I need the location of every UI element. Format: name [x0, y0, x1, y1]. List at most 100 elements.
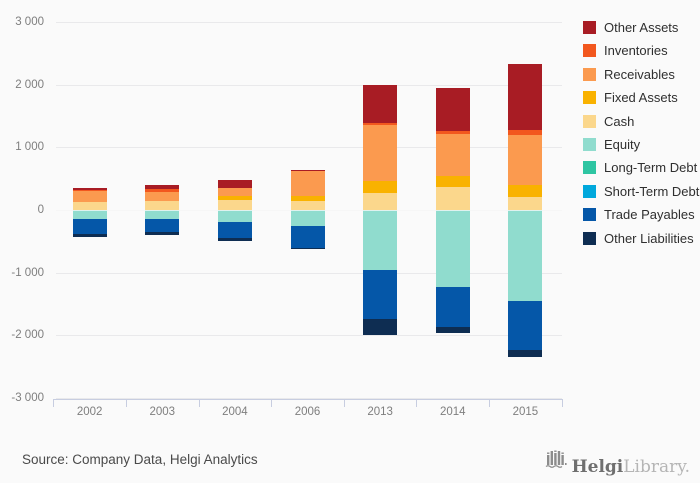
bar-2015-cash[interactable]: [508, 197, 543, 210]
bar-2014-fixed-assets[interactable]: [435, 176, 470, 188]
bar-2004-receivables[interactable]: [217, 187, 252, 197]
bar-2006-trade-payables[interactable]: [290, 226, 325, 248]
bar-2004-cash[interactable]: [217, 200, 252, 210]
bar-2002-inventories[interactable]: [72, 190, 107, 192]
legend-label: Other Liabilities: [604, 230, 694, 246]
bar-2015-fixed-assets[interactable]: [508, 184, 543, 198]
x-label-2004: 2004: [222, 406, 248, 418]
gridline--3000: [56, 398, 562, 399]
bar-2015-receivables[interactable]: [508, 134, 543, 185]
bar-2015-inventories[interactable]: [508, 129, 543, 135]
bar-2002-trade-payables[interactable]: [72, 218, 107, 234]
gridline--1000: [56, 272, 562, 274]
legend-swatch: [583, 67, 596, 81]
bar-2014-other-liabilities[interactable]: [435, 327, 470, 333]
bar-2006-other-liabilities[interactable]: [290, 247, 325, 250]
legend-item-short-term-debt[interactable]: Short-Term Debt: [583, 184, 699, 199]
legend-item-cash[interactable]: Cash: [583, 114, 699, 129]
bar-2002-cash[interactable]: [72, 202, 107, 210]
x-label-2003: 2003: [149, 406, 176, 418]
bar-2004-trade-payables[interactable]: [217, 221, 252, 239]
x-axis-tick: [489, 399, 491, 407]
legend: Other Assets Inventories Receivables Fixed …: [583, 20, 699, 254]
legend-item-fixed-assets[interactable]: Fixed Assets: [583, 90, 699, 105]
legend-label: Short-Term Debt: [604, 183, 700, 199]
legend-swatch: [583, 161, 596, 175]
bar-2002-other-liabilities[interactable]: [72, 233, 107, 237]
legend-swatch: [583, 21, 596, 34]
bar-2002-other-assets[interactable]: [72, 188, 107, 191]
bar-2002-receivables[interactable]: [72, 191, 107, 203]
x-axis-tick: [561, 399, 563, 407]
legend-item-equity[interactable]: Equity: [583, 137, 699, 152]
legend-label: Receivables: [604, 66, 675, 82]
y-tick-label: 2 000: [15, 78, 44, 91]
legend-swatch: [583, 114, 596, 128]
bar-2013-inventories[interactable]: [363, 122, 398, 126]
legend-item-other-liabilities[interactable]: Other Liabilities: [583, 231, 699, 246]
logo-text-helgi: Helgi: [571, 457, 624, 477]
legend-item-receivables[interactable]: Receivables: [583, 67, 699, 82]
legend-label: Cash: [604, 113, 635, 129]
bar-2013-trade-payables[interactable]: [363, 270, 398, 320]
gridline--2000: [56, 335, 562, 337]
legend-swatch: [583, 184, 596, 198]
bar-2003-receivables[interactable]: [145, 192, 180, 202]
x-axis: [53, 399, 562, 400]
bar-2014-inventories[interactable]: [435, 131, 470, 135]
y-tick-label: 1 000: [15, 141, 44, 154]
legend-label: Inventories: [604, 43, 668, 59]
bar-2013-other-liabilities[interactable]: [363, 319, 398, 335]
legend-item-trade-payables[interactable]: Trade Payables: [583, 207, 699, 222]
bar-2003-cash[interactable]: [145, 201, 180, 210]
bar-2014-other-assets[interactable]: [435, 87, 470, 132]
legend-swatch: [583, 91, 596, 105]
bar-2006-equity[interactable]: [290, 210, 325, 227]
bar-2003-other-liabilities[interactable]: [145, 232, 180, 236]
bar-2015-other-assets[interactable]: [508, 63, 543, 130]
gridline-2000: [56, 84, 562, 86]
bar-2015-trade-payables[interactable]: [508, 300, 543, 350]
bar-2013-other-assets[interactable]: [363, 84, 398, 123]
bar-2003-inventories[interactable]: [145, 188, 180, 193]
bar-2006-cash[interactable]: [290, 200, 325, 210]
legend-label: Equity: [604, 136, 641, 152]
bar-2014-receivables[interactable]: [435, 134, 470, 177]
bar-2013-cash[interactable]: [363, 193, 398, 210]
bar-2006-other-assets[interactable]: [290, 169, 325, 172]
bar-2003-equity[interactable]: [145, 210, 180, 220]
bar-2014-cash[interactable]: [435, 187, 470, 210]
bar-2014-trade-payables[interactable]: [435, 287, 470, 328]
bar-2004-equity[interactable]: [217, 210, 252, 222]
bar-2015-other-liabilities[interactable]: [508, 349, 543, 358]
y-tick-label: -2 000: [11, 329, 44, 342]
y-tick-label: -3 000: [11, 392, 44, 404]
x-axis-tick: [271, 399, 273, 407]
legend-label: Long-Term Debt: [604, 160, 698, 176]
bar-2003-other-assets[interactable]: [145, 184, 180, 189]
source-text: Source: Company Data, Helgi Analytics: [22, 452, 258, 467]
legend-swatch: [583, 44, 596, 58]
x-axis-tick: [343, 399, 345, 407]
legend-item-inventories[interactable]: Inventories: [583, 43, 699, 58]
bar-2006-fixed-assets[interactable]: [290, 195, 325, 201]
bar-2015-equity[interactable]: [508, 210, 543, 301]
bar-2013-fixed-assets[interactable]: [363, 181, 398, 194]
bar-2004-fixed-assets[interactable]: [217, 196, 252, 201]
helgi-logo-icon: [544, 446, 572, 477]
bar-2013-receivables[interactable]: [363, 125, 398, 182]
legend-item-other-assets[interactable]: Other Assets: [583, 20, 699, 35]
y-tick-label: 3 000: [15, 15, 44, 28]
helgi-library-logo: Helgi Library.: [544, 446, 690, 477]
bar-2003-trade-payables[interactable]: [145, 219, 180, 233]
x-axis-tick: [125, 399, 127, 407]
bar-2013-equity[interactable]: [363, 210, 398, 271]
bar-2006-receivables[interactable]: [290, 171, 325, 196]
bar-2004-other-assets[interactable]: [217, 179, 252, 188]
bar-2002-equity[interactable]: [72, 210, 107, 219]
x-label-2006: 2006: [294, 406, 321, 418]
legend-item-long-term-debt[interactable]: Long-Term Debt: [583, 160, 699, 175]
bar-2014-equity[interactable]: [435, 210, 470, 288]
bar-2004-other-liabilities[interactable]: [217, 238, 252, 241]
y-tick-label: 0: [37, 204, 44, 216]
